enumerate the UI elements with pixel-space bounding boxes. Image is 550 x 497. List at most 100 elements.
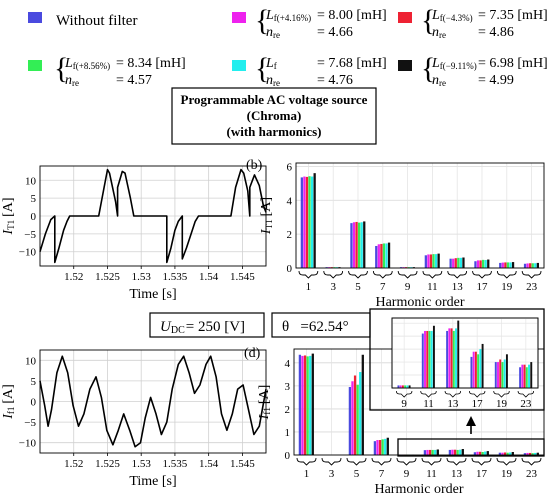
- bar-h7-s1: [377, 244, 380, 268]
- x-tick-label: 1.525: [95, 271, 120, 283]
- category-brace: [321, 457, 342, 466]
- bar-h13-s0: [448, 449, 452, 455]
- x-tick-label: 7: [380, 281, 386, 293]
- y-axis-label: If1[A]: [1, 384, 16, 420]
- bar-h13-s2: [454, 258, 457, 268]
- inset-bar-h19-s5: [505, 354, 508, 388]
- bar-h23-s5: [536, 452, 539, 455]
- bar-h1-s5: [313, 173, 316, 268]
- bar-h1-s2: [305, 176, 309, 268]
- category-brace: [521, 270, 542, 279]
- theta-box: θ =62.54°: [271, 312, 371, 338]
- legend-n: n: [266, 25, 273, 40]
- x-tick-label: 1.535: [163, 271, 188, 283]
- inset-x-tick-label: 9: [401, 398, 407, 410]
- inset-bar-h17-s0: [470, 356, 473, 388]
- inset-x-tick-label: 19: [496, 398, 508, 410]
- bar-h7-s3: [381, 439, 384, 455]
- bar-h7-s3: [382, 243, 386, 268]
- legend-brace: {: [421, 52, 435, 85]
- inset-bar-h9-s1: [399, 385, 402, 388]
- x-tick-label: 19: [501, 468, 513, 480]
- source-box-line1: Programmable AC voltage source: [181, 92, 368, 107]
- x-tick-label: 13: [451, 468, 463, 480]
- inset-bar-h9-s0: [397, 385, 400, 388]
- legend-n-sub: re: [273, 30, 280, 40]
- legend: Without filter { Lf(+4.16%) = 8.00 [mH] …: [28, 4, 548, 88]
- inset-bar-h13-s4: [455, 328, 457, 388]
- bar-h19-s1: [501, 452, 504, 455]
- bar-h1-s5: [311, 353, 314, 455]
- source-box-line3: (with harmonics): [227, 124, 322, 139]
- source-box: Programmable AC voltage source (Chroma) …: [171, 87, 377, 145]
- category-brace: [397, 270, 418, 279]
- bar-h19-s2: [504, 262, 507, 268]
- bar-h7-s2: [378, 440, 382, 455]
- bar-h7-s1: [376, 440, 379, 455]
- inset-bar-h13-s1: [448, 328, 451, 388]
- legend-swatch-minus-9-11: [398, 60, 412, 71]
- legend-n-sub: re: [439, 78, 446, 88]
- bar-h5-s1: [352, 222, 356, 268]
- category-brace: [372, 270, 393, 279]
- udc-sub: DC: [171, 325, 185, 336]
- panel-c-chart: 1.52 1.525 1.53 1.535 1.54 1.545 −10 −5 0 5 10 Time…: [1, 349, 267, 489]
- bar-h17-s4: [484, 451, 487, 455]
- bar-h5-s3: [358, 222, 361, 268]
- svg-text:Lf(−9.11%): Lf(−9.11%): [431, 56, 477, 71]
- bar-h19-s2: [503, 452, 507, 455]
- x-tick-label: 7: [379, 468, 385, 480]
- legend-n-value: = 4.66: [317, 25, 353, 40]
- bar-h1-s3: [308, 176, 311, 268]
- inset-bar-h19-s0: [494, 362, 497, 388]
- bar-h5-s0: [350, 223, 353, 268]
- inset-bar-h13-s2: [450, 328, 453, 388]
- inset-x-tick-label: 13: [447, 398, 459, 410]
- bar-h1-s3: [306, 356, 309, 455]
- inset-category-brace: [517, 390, 535, 398]
- legend-n-value: = 4.76: [317, 73, 353, 88]
- legend-n-value: = 4.57: [116, 73, 152, 88]
- x-axis-label: Harmonic order: [374, 482, 463, 497]
- bar-h23-s0: [523, 263, 527, 268]
- y-tick-label: 4: [287, 195, 293, 207]
- udc-value: = 250 [V]: [186, 319, 245, 335]
- legend-L-value: = 8.00 [mH]: [317, 8, 387, 23]
- theta-value: θ =62.54°: [282, 319, 349, 335]
- x-tick-label: 1.525: [95, 458, 120, 470]
- inset-bar-h11-s4: [430, 330, 433, 388]
- legend-L: L: [431, 56, 440, 71]
- bar-h17-s1: [476, 260, 480, 268]
- bar-h5-s4: [360, 222, 363, 268]
- category-brace: [371, 457, 392, 466]
- legend-n-value: = 4.99: [478, 73, 514, 88]
- svg-text:nre: nre: [432, 73, 446, 88]
- y-tick-label: 5: [31, 193, 37, 205]
- x-tick-label: 1.545: [230, 458, 255, 470]
- bar-h11-s2: [429, 254, 433, 268]
- inset-bar-h9-s4: [406, 385, 409, 388]
- x-tick-label: 5: [355, 281, 361, 293]
- category-brace: [323, 270, 344, 279]
- inset-category-brace: [444, 390, 462, 398]
- bar-h17-s2: [479, 260, 482, 268]
- inset-bar-h13-s5: [457, 320, 460, 388]
- bar-h11-s1: [427, 254, 430, 268]
- bar-h19-s0: [499, 262, 502, 268]
- inset-bar-h23-s2: [523, 364, 526, 388]
- legend-swatch-minus-4-3: [398, 12, 412, 23]
- bar-h23-s0: [523, 453, 527, 455]
- svg-text:nre: nre: [266, 25, 280, 40]
- category-brace: [348, 270, 368, 279]
- category-brace: [298, 270, 319, 279]
- category-brace: [471, 457, 492, 466]
- inset-bar-h11-s2: [426, 330, 429, 388]
- legend-n-sub: re: [72, 78, 79, 88]
- plot-frame: [39, 165, 267, 267]
- inset-bar-h17-s3: [477, 354, 480, 388]
- bar-h19-s1: [501, 262, 504, 268]
- inset-bar-h9-s5: [408, 385, 411, 388]
- legend-n: n: [432, 73, 439, 88]
